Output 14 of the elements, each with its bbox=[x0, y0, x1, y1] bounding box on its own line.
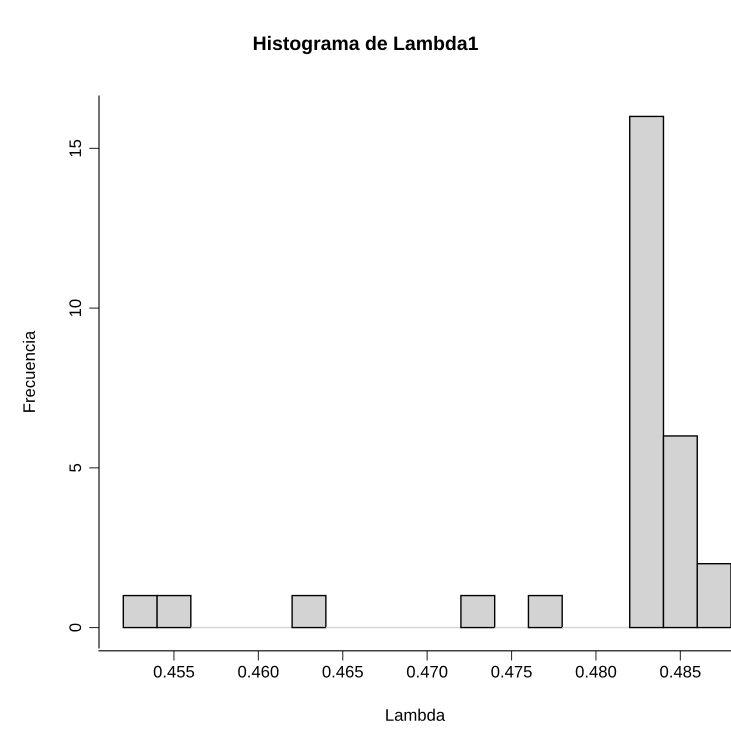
x-tick-label: 0.470 bbox=[406, 666, 448, 678]
x-tick-label: 0.460 bbox=[238, 666, 279, 678]
x-axis-title: Lambda bbox=[386, 708, 446, 721]
y-tick-label: 10 bbox=[69, 299, 82, 316]
y-tick-label: 5 bbox=[69, 464, 82, 472]
y-tick-label: 15 bbox=[69, 140, 82, 156]
y-axis-title: Frecuencia bbox=[22, 330, 36, 412]
x-tick-label: 0.485 bbox=[660, 666, 701, 678]
x-tick-label: 0.480 bbox=[576, 666, 616, 678]
x-tick-label: 0.475 bbox=[491, 666, 532, 678]
y-tick-label: 0 bbox=[69, 624, 82, 632]
x-tick-label: 0.465 bbox=[322, 666, 363, 678]
chart-title: Histograma de Lambda1 bbox=[254, 36, 478, 54]
x-tick-label: 0.455 bbox=[154, 666, 194, 678]
